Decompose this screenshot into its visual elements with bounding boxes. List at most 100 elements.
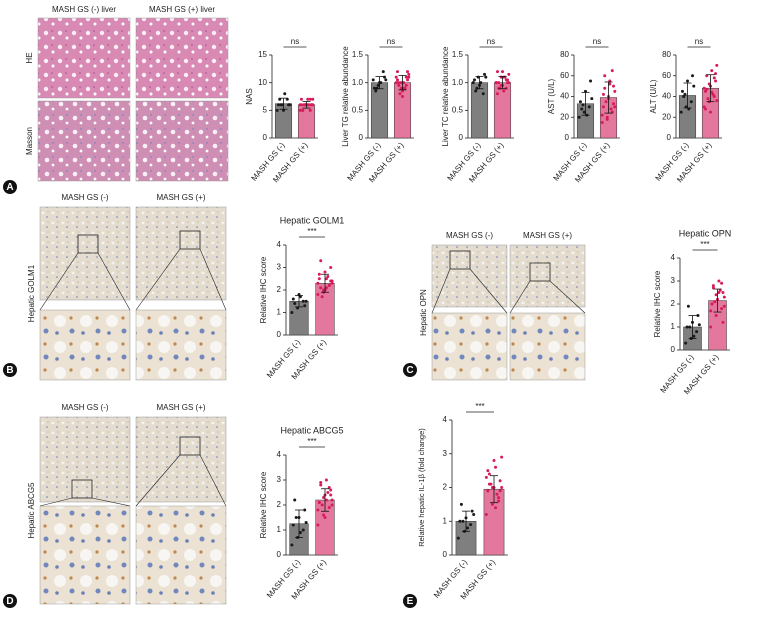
y-tick-label: 5 <box>263 105 268 114</box>
data-point <box>686 79 689 83</box>
data-point <box>324 286 328 290</box>
y-tick-label: 1.5 <box>352 50 364 59</box>
data-point <box>317 272 321 276</box>
panel-badge <box>3 363 17 377</box>
data-point <box>504 78 508 82</box>
y-axis-label: Liver TG relative abundance <box>341 46 350 147</box>
column-header: MASH GS (-) liver <box>52 5 116 14</box>
data-point <box>706 97 710 101</box>
data-point <box>582 110 586 114</box>
data-point <box>402 86 406 90</box>
data-point <box>330 281 334 285</box>
data-point <box>504 86 508 90</box>
data-point <box>497 86 501 90</box>
data-point <box>407 75 411 79</box>
data-point <box>612 84 616 88</box>
data-point <box>600 120 604 124</box>
data-point <box>475 86 479 90</box>
zoom-line <box>549 280 586 314</box>
y-tick-label: 0 <box>277 330 282 339</box>
column-header: MASH GS (+) <box>523 231 572 240</box>
data-point <box>710 302 714 306</box>
bar <box>470 82 489 139</box>
y-tick-label: 3 <box>277 475 282 484</box>
data-point <box>407 72 411 76</box>
data-point <box>324 498 328 502</box>
row-label: HE <box>25 52 34 63</box>
panel-badge <box>403 363 417 377</box>
zoom-line <box>97 252 131 311</box>
y-axis-label: Relative hepatic IL-1β (fold change) <box>417 428 426 547</box>
data-point <box>580 107 584 111</box>
row-label: Hepatic GOLM1 <box>27 264 36 322</box>
data-point <box>294 516 298 519</box>
y-tick-label: 80 <box>662 50 671 59</box>
data-point <box>275 108 279 112</box>
data-point <box>487 472 491 476</box>
data-point <box>695 330 699 334</box>
significance-label: *** <box>307 437 316 446</box>
data-point <box>688 325 692 329</box>
data-point <box>472 78 476 82</box>
data-point <box>683 92 687 96</box>
data-point <box>471 81 475 85</box>
data-point <box>720 281 724 285</box>
panel-letter: C <box>406 365 413 376</box>
data-point <box>319 286 323 290</box>
data-point <box>319 481 323 484</box>
zoom-box <box>77 234 99 254</box>
data-point <box>401 95 404 98</box>
data-point <box>715 99 719 103</box>
row-label: Masson <box>25 127 34 155</box>
micrograph <box>39 416 131 503</box>
data-point <box>319 259 323 263</box>
data-point <box>691 74 695 78</box>
data-point <box>406 70 410 74</box>
data-point <box>456 536 460 540</box>
panel-letter: B <box>6 365 13 376</box>
data-point <box>402 81 406 85</box>
data-point <box>722 304 726 308</box>
data-point <box>326 275 330 278</box>
panel-letter: A <box>6 182 13 193</box>
y-tick-label: 4 <box>277 240 282 249</box>
data-point <box>502 89 506 93</box>
y-tick-label: 0 <box>443 550 448 559</box>
y-tick-label: 3 <box>443 449 448 458</box>
data-point <box>600 113 604 117</box>
y-tick-label: 1 <box>443 516 448 525</box>
data-point <box>500 455 504 459</box>
y-tick-label: 3 <box>671 276 676 285</box>
data-point <box>717 279 721 283</box>
column-header: MASH GS (-) <box>61 193 108 202</box>
chart-title: Hepatic GOLM1 <box>280 215 345 225</box>
significance-label: ns <box>387 37 395 46</box>
data-point <box>486 489 490 493</box>
column-header: MASH GS (+) <box>156 403 205 412</box>
data-point <box>406 78 410 82</box>
micrograph <box>135 309 227 381</box>
data-point <box>381 70 385 74</box>
y-axis-label: Liver TC relative abundance <box>441 46 450 146</box>
y-tick-label: 1 <box>671 322 676 331</box>
y-tick-label: 2 <box>277 285 282 294</box>
data-point <box>494 465 498 469</box>
zoom-box <box>71 479 93 499</box>
data-point <box>384 78 388 82</box>
data-point <box>605 117 609 121</box>
y-tick-label: 4 <box>671 253 676 262</box>
data-point <box>472 513 476 516</box>
data-point <box>291 523 295 527</box>
data-point <box>495 492 499 496</box>
data-point <box>303 508 307 512</box>
data-point <box>301 299 305 303</box>
data-point <box>498 489 502 493</box>
data-point <box>324 277 328 281</box>
data-point <box>709 309 713 313</box>
data-point <box>495 92 499 96</box>
data-point <box>490 486 494 489</box>
zoom-box <box>529 262 551 282</box>
data-point <box>303 304 307 308</box>
data-point <box>507 81 511 85</box>
